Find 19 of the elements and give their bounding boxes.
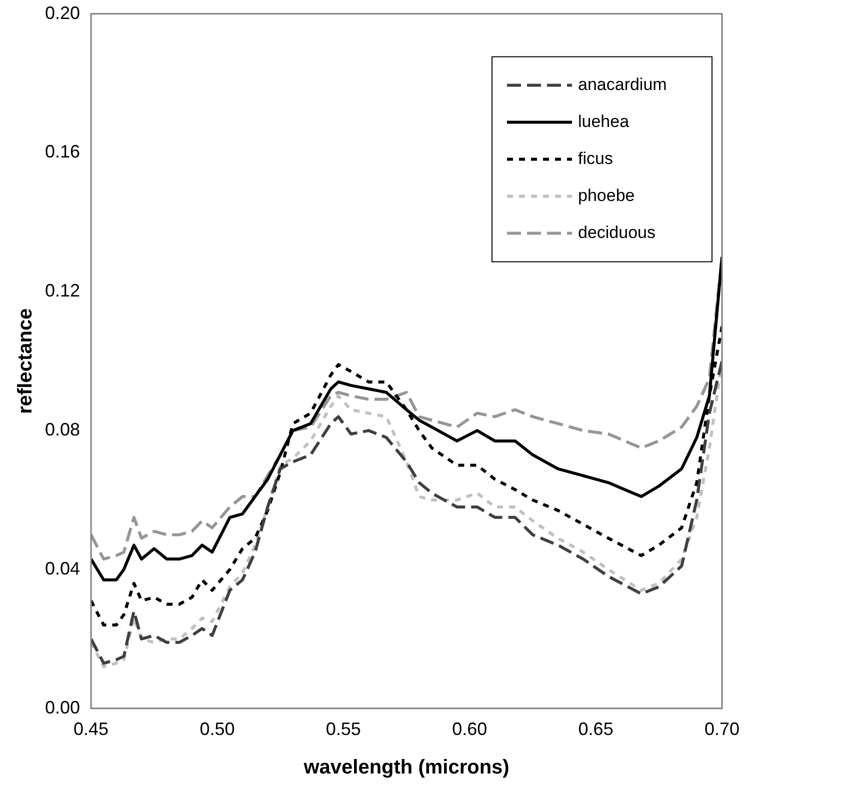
legend-label: deciduous xyxy=(578,222,656,242)
y-tick-label: 0.04 xyxy=(44,558,80,578)
legend-label: ficus xyxy=(578,148,613,168)
y-tick-label: 0.00 xyxy=(44,697,80,718)
y-axis-title: reflectance xyxy=(14,308,37,414)
legend-label: anacardium xyxy=(578,74,667,94)
x-tick-label: 0.60 xyxy=(452,719,488,740)
y-tick-label: 0.16 xyxy=(44,142,80,162)
x-tick-label: 0.45 xyxy=(74,719,109,740)
x-tick-label: 0.50 xyxy=(200,719,235,740)
y-tick-label: 0.20 xyxy=(44,2,80,23)
x-tick-label: 0.70 xyxy=(704,719,740,740)
y-tick-label: 0.12 xyxy=(44,280,80,301)
legend-label: luehea xyxy=(578,112,630,131)
x-tick-label: 0.55 xyxy=(326,719,361,740)
x-axis-title: wavelength (microns) xyxy=(302,756,510,779)
legend-label: phoebe xyxy=(578,186,635,205)
x-tick-label: 0.65 xyxy=(578,719,614,740)
y-tick-label: 0.08 xyxy=(44,420,80,440)
